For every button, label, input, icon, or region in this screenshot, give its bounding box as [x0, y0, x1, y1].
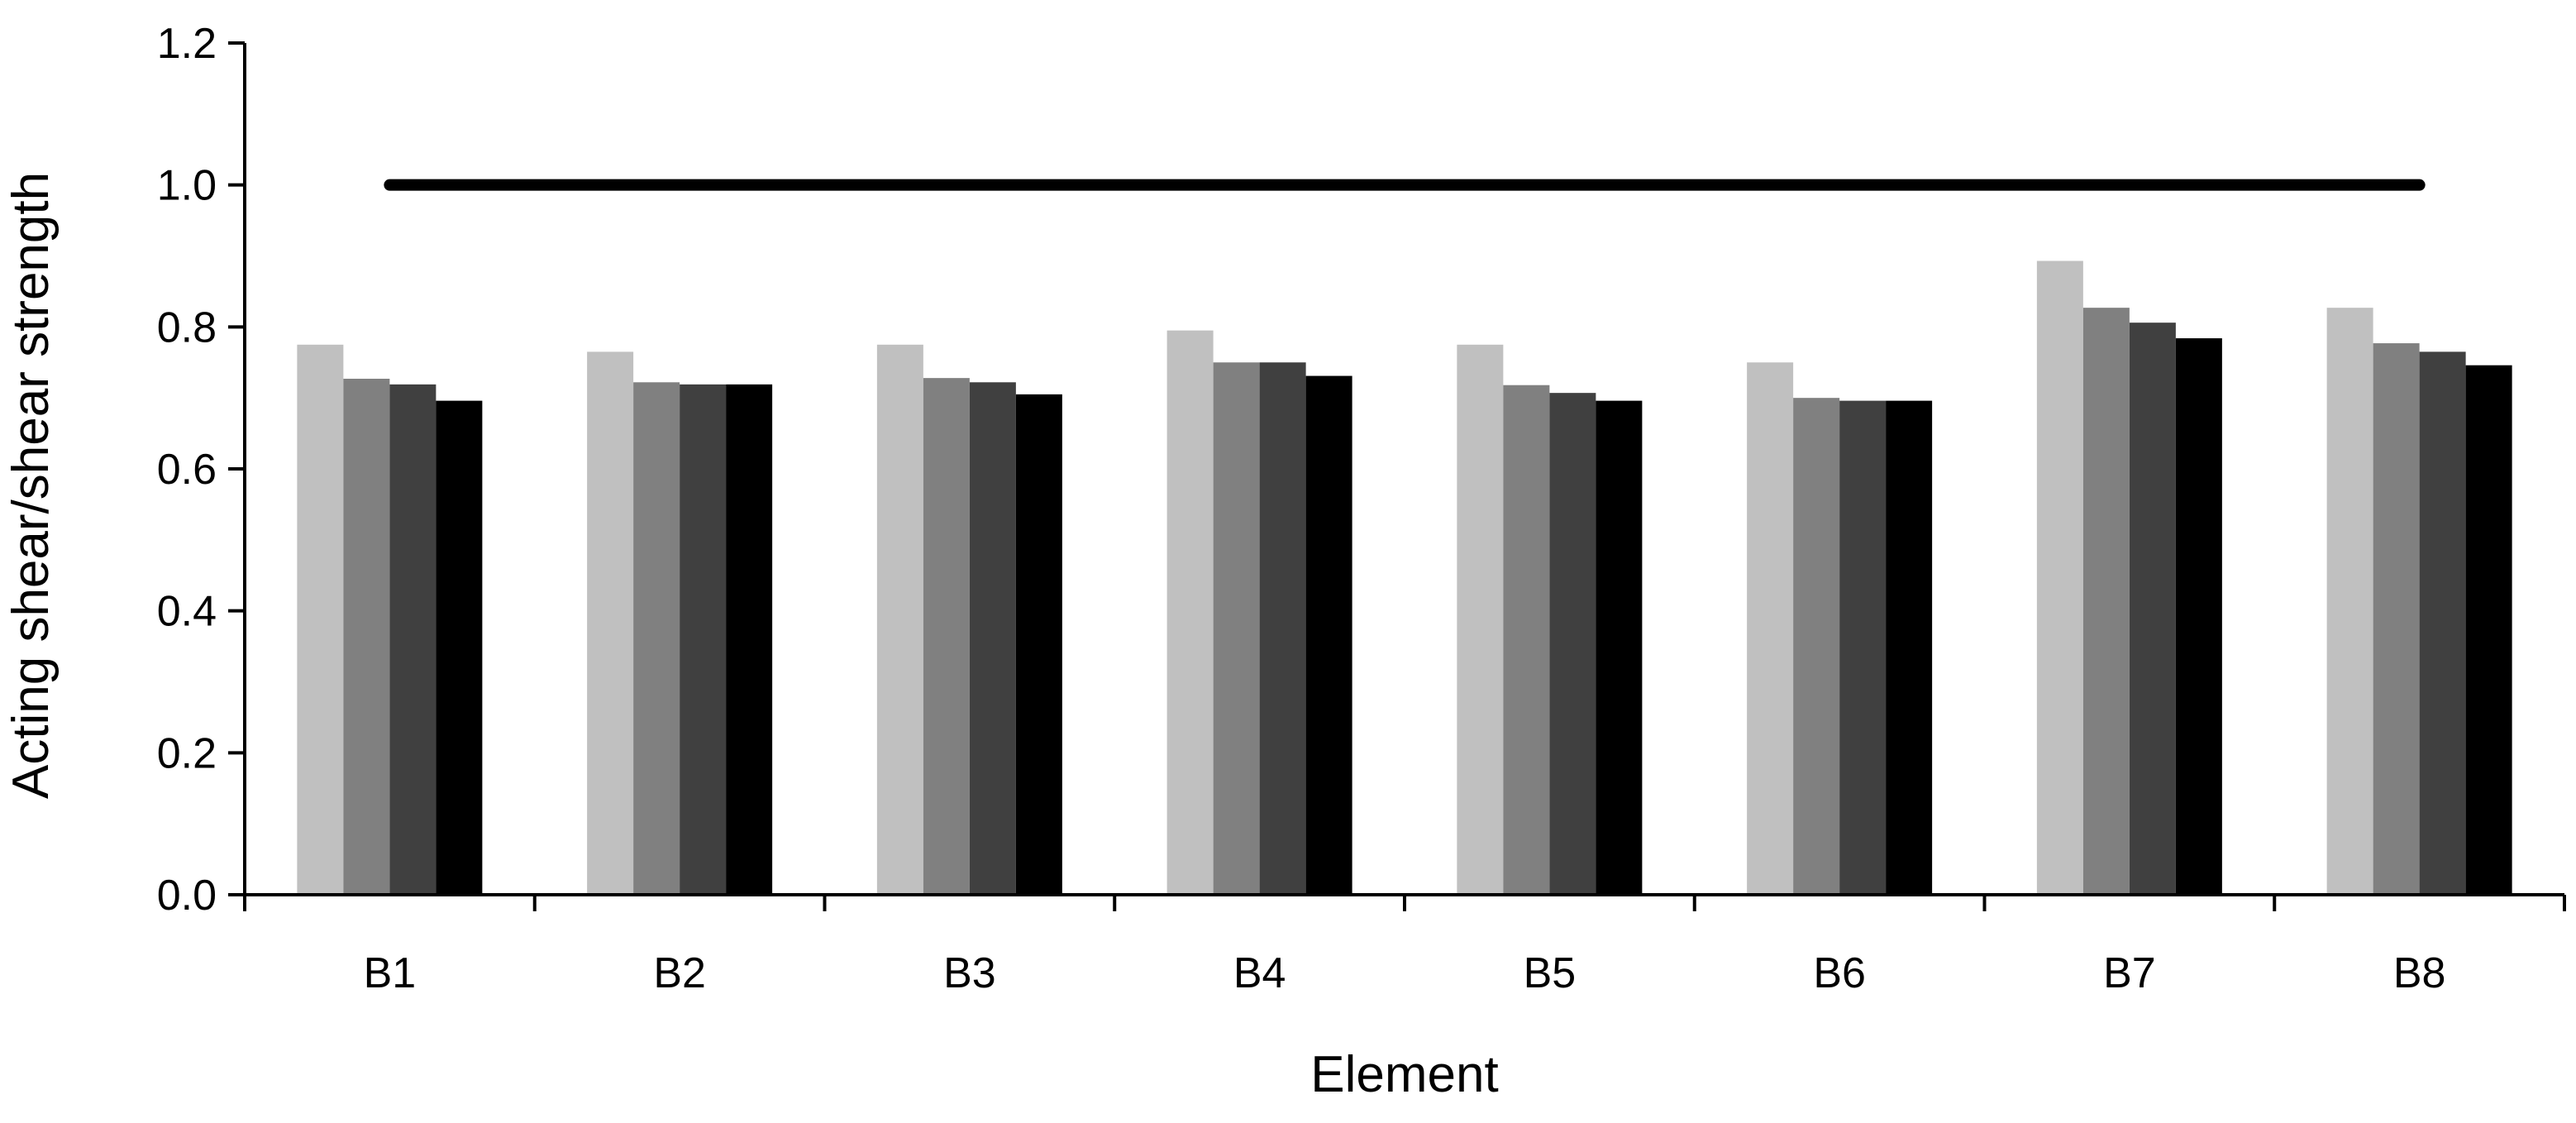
- bar-b6-series-3: [1839, 400, 1887, 896]
- x-axis-title: Element: [1310, 1046, 1498, 1103]
- y-ticks-group: 0.0 0.2 0.4 0.6 0.8 1.0 1.2: [157, 20, 245, 920]
- bar-b6-series-4: [1886, 400, 1933, 896]
- y-axis-title: Acting shear/shear strength: [2, 172, 60, 799]
- y-tick-label-0.4: 0.4: [157, 588, 217, 636]
- bar-b1-series-2: [343, 378, 390, 895]
- bar-b4-series-1: [1166, 330, 1214, 895]
- x-ticks-group: B1 B2 B3 B4 B5 B6 B7 B8: [243, 895, 2566, 997]
- bar-b5-series-3: [1549, 393, 1596, 895]
- bar-b8-series-1: [2326, 308, 2373, 895]
- x-tick-label-b8: B8: [2393, 949, 2446, 997]
- bar-b7-series-4: [2175, 338, 2222, 896]
- bar-b4-series-3: [1259, 362, 1306, 895]
- bar-b3-series-3: [969, 382, 1016, 895]
- bars-group: [297, 260, 2512, 896]
- y-tick-label-1.2: 1.2: [157, 20, 217, 68]
- bar-b5-series-1: [1457, 344, 1504, 896]
- bar-b7-series-1: [2036, 260, 2083, 896]
- x-tick-label-b7: B7: [2103, 949, 2156, 997]
- bar-b2-series-3: [680, 384, 727, 895]
- bar-b6-series-1: [1747, 362, 1794, 895]
- bar-b2-series-4: [726, 384, 773, 895]
- bar-b5-series-2: [1503, 385, 1550, 895]
- y-tick-label-0.0: 0.0: [157, 872, 217, 920]
- x-tick-label-b5: B5: [1524, 949, 1577, 997]
- bar-b4-series-2: [1213, 362, 1260, 895]
- bar-b3-series-4: [1015, 394, 1062, 895]
- x-tick-label-b4: B4: [1233, 949, 1286, 997]
- bar-b3-series-1: [876, 344, 923, 896]
- bar-b1-series-3: [389, 384, 436, 895]
- x-tick-label-b2: B2: [653, 949, 706, 997]
- y-tick-label-0.8: 0.8: [157, 303, 217, 351]
- bar-b1-series-1: [297, 344, 344, 896]
- y-tick-label-1.0: 1.0: [157, 162, 217, 210]
- bar-b1-series-4: [436, 400, 483, 896]
- bar-b7-series-2: [2082, 308, 2130, 895]
- bar-b8-series-3: [2419, 351, 2466, 895]
- y-tick-label-0.6: 0.6: [157, 446, 217, 494]
- bar-b5-series-4: [1596, 400, 1643, 896]
- bar-b2-series-1: [587, 351, 634, 895]
- x-tick-label-b3: B3: [943, 949, 996, 997]
- x-tick-label-b1: B1: [364, 949, 417, 997]
- bar-b8-series-2: [2373, 343, 2420, 895]
- bar-b8-series-4: [2465, 365, 2512, 895]
- x-tick-label-b6: B6: [1813, 949, 1866, 997]
- y-tick-label-0.2: 0.2: [157, 729, 217, 777]
- bar-b7-series-3: [2129, 323, 2176, 895]
- bar-b6-series-2: [1793, 398, 1840, 896]
- bar-b3-series-2: [923, 378, 970, 896]
- bar-b2-series-2: [633, 382, 680, 895]
- bar-b4-series-4: [1305, 375, 1352, 895]
